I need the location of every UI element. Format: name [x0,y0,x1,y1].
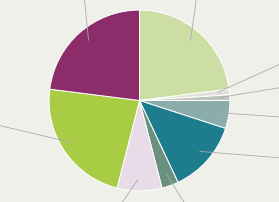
Text: Finans & Fastigheter
5%: Finans & Fastigheter 5% [218,113,279,132]
Wedge shape [140,101,178,188]
Text: Kommunikation
23%: Kommunikation 23% [46,0,116,41]
Text: Nattförsörjning
3%: Nattförsörjning 3% [167,175,240,202]
Text: Sällanköpsvaror
23%: Sällanköpsvaror 23% [0,102,73,143]
Wedge shape [49,90,140,188]
Wedge shape [140,90,230,101]
Wedge shape [140,101,225,182]
Wedge shape [140,95,230,101]
Text: Diverse
1%: Diverse 1% [218,36,279,93]
Text: Energi
1%: Energi 1% [219,72,279,98]
Text: Material
8%: Material 8% [81,180,138,202]
Wedge shape [140,11,229,101]
Text: Industrivaror
13%: Industrivaror 13% [200,152,279,172]
Wedge shape [50,11,140,101]
Wedge shape [140,101,230,129]
Wedge shape [117,101,162,191]
Text: Dagligvaror
23%: Dagligvaror 23% [175,0,228,41]
